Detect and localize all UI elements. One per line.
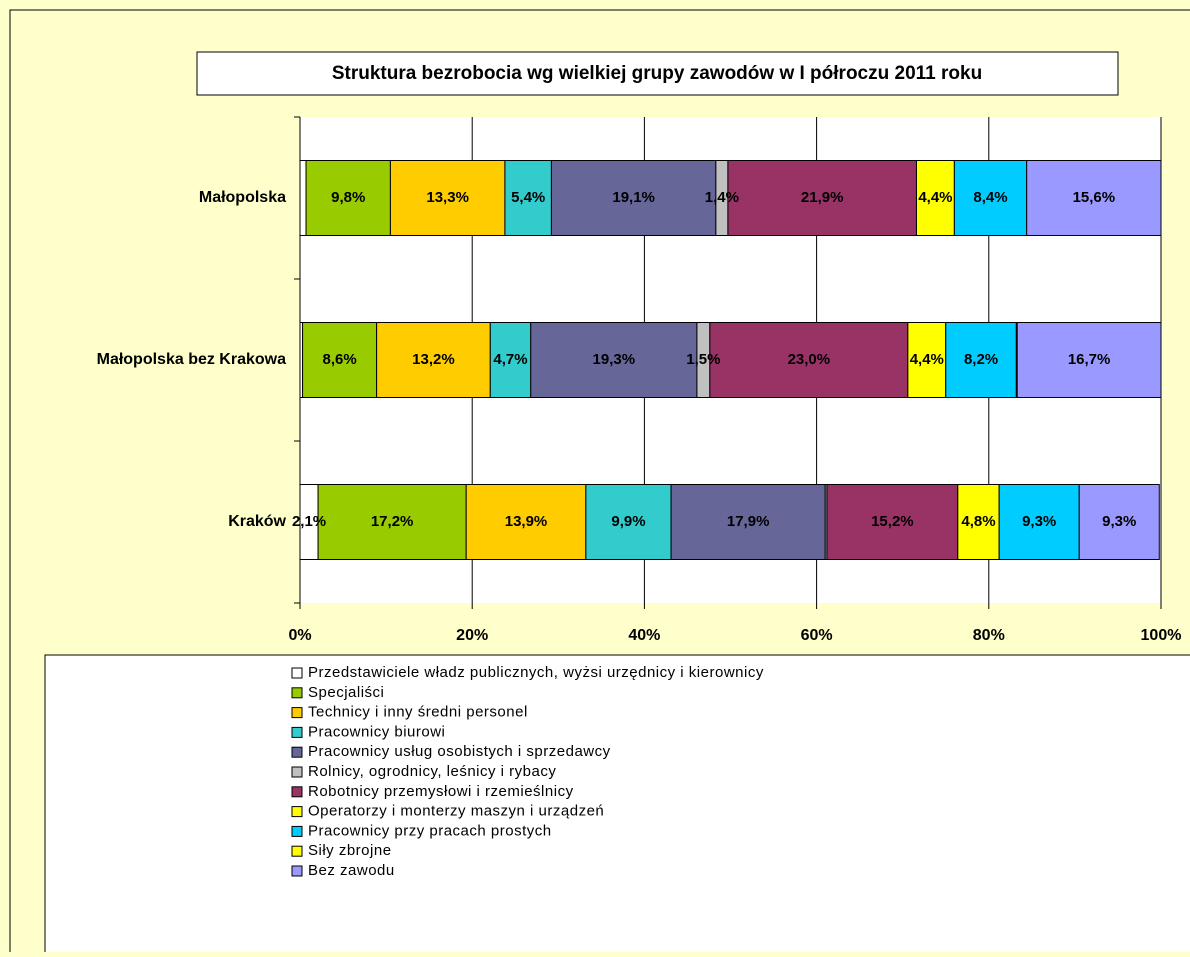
legend-box: [44, 654, 1190, 956]
x-tick-label: 100%: [1141, 627, 1182, 644]
chart-title: Struktura bezrobocia wg wielkiej grupy z…: [332, 63, 982, 84]
value-label: 17,2%: [371, 513, 414, 530]
bar-segment: [530, 322, 698, 398]
y-tick-label: Małopolska: [199, 189, 286, 206]
value-label: 19,1%: [612, 189, 655, 206]
value-label: 19,3%: [593, 351, 636, 368]
legend-label: Operatorzy i monterzy maszyn i urządzeń: [308, 803, 604, 820]
legend-label: Pracownicy usług osobistych i sprzedawcy: [308, 743, 611, 760]
bar-segment: [1078, 484, 1160, 560]
bar-segment: [585, 484, 672, 560]
legend-swatch: [291, 825, 303, 837]
bar-segment: [826, 484, 959, 560]
bar-segment: [1016, 322, 1162, 398]
legend-swatch: [291, 726, 303, 738]
value-label: 16,7%: [1068, 351, 1111, 368]
legend-label: Specjaliści: [308, 684, 384, 701]
legend-label: Pracownicy biurowi: [308, 723, 445, 740]
value-label: 21,9%: [801, 189, 844, 206]
value-label: 9,9%: [611, 513, 645, 530]
bar-segment: [489, 322, 532, 398]
legend-label: Robotnicy przemysłowi i rzemieślnicy: [308, 783, 574, 800]
bar-segment: [945, 322, 1017, 398]
value-label: 23,0%: [788, 351, 831, 368]
x-tick-label: 0%: [288, 627, 311, 644]
value-label: 4,4%: [918, 189, 952, 206]
bar-segment: [317, 484, 467, 560]
bar-segment: [376, 322, 491, 398]
value-label: 13,9%: [505, 513, 548, 530]
value-label: 8,4%: [973, 189, 1007, 206]
bar-segment: [299, 160, 307, 236]
value-label: 4,8%: [961, 513, 995, 530]
bar-segment: [302, 322, 378, 398]
legend-swatch: [291, 766, 303, 778]
value-label: 9,8%: [331, 189, 365, 206]
legend-label: Bez zawodu: [308, 862, 395, 879]
value-label: 1,5%: [686, 351, 720, 368]
bar-segment: [727, 160, 917, 236]
value-label: 5,4%: [511, 189, 545, 206]
y-tick-label: Kraków: [228, 513, 286, 530]
value-label: 15,6%: [1073, 189, 1116, 206]
bar-segment: [953, 160, 1028, 236]
value-label: 4,7%: [493, 351, 527, 368]
legend-swatch: [291, 865, 303, 877]
value-label: 8,2%: [964, 351, 998, 368]
legend-swatch: [291, 845, 303, 857]
value-label: 17,9%: [727, 513, 770, 530]
value-label: 15,2%: [871, 513, 914, 530]
value-label: 13,2%: [412, 351, 455, 368]
x-tick-label: 20%: [456, 627, 488, 644]
bar-segment: [465, 484, 587, 560]
legend-swatch: [291, 746, 303, 758]
value-label: 13,3%: [426, 189, 469, 206]
legend-label: Rolnicy, ogrodnicy, leśnicy i rybacy: [308, 763, 556, 780]
x-tick-label: 60%: [801, 627, 833, 644]
legend-label: Siły zbrojne: [308, 842, 392, 859]
value-label: 9,3%: [1102, 513, 1136, 530]
bar-segment: [550, 160, 717, 236]
title-box: [196, 51, 1119, 96]
y-tick-label: Małopolska bez Krakowa: [97, 351, 286, 368]
value-label: 2,1%: [292, 513, 326, 530]
bar-segment: [709, 322, 909, 398]
legend-swatch: [291, 667, 303, 679]
legend-label: Technicy i inny średni personel: [308, 704, 528, 721]
x-tick-label: 80%: [973, 627, 1005, 644]
legend-swatch: [291, 687, 303, 699]
legend-label: Pracownicy przy pracach prostych: [308, 822, 552, 839]
legend-swatch: [291, 707, 303, 719]
legend-swatch: [291, 806, 303, 818]
bar-segment: [389, 160, 506, 236]
bar-segment: [670, 484, 826, 560]
bar-segment: [957, 484, 1000, 560]
value-label: 8,6%: [323, 351, 357, 368]
legend-swatch: [291, 786, 303, 798]
bar-segment: [504, 160, 552, 236]
bar-segment: [305, 160, 391, 236]
x-tick-label: 40%: [628, 627, 660, 644]
value-label: 4,4%: [910, 351, 944, 368]
value-label: 9,3%: [1022, 513, 1056, 530]
bar-segment: [1026, 160, 1162, 236]
legend-label: Przedstawiciele władz publicznych, wyżsi…: [308, 664, 764, 681]
value-label: 1,4%: [705, 189, 739, 206]
